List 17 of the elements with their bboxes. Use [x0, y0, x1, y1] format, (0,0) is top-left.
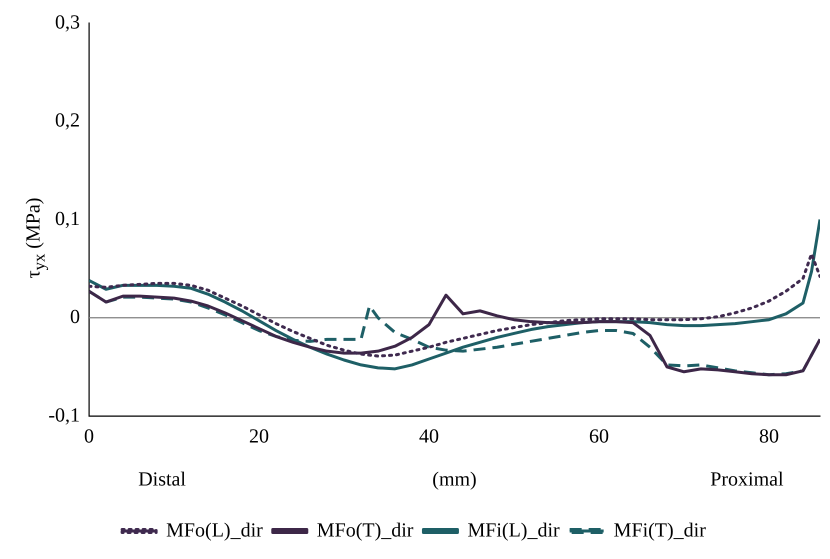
x-tick-label: 60	[589, 425, 609, 448]
text: Proximal	[710, 468, 784, 490]
x-tick-label: 20	[249, 425, 269, 448]
y-tick-label: 0	[70, 306, 80, 328]
legend-label: MFo(T)_dir	[316, 519, 414, 542]
x-axis-title: (mm)	[432, 468, 477, 490]
y-tick-label: 0,1	[55, 208, 80, 230]
y-tick-label: 0,3	[55, 11, 80, 34]
x-tick-label: 0	[84, 425, 94, 448]
y-tick-label: -0,1	[48, 404, 80, 426]
legend-label: MFo(L)_dir	[166, 519, 264, 542]
x-tick-label: 80	[759, 425, 779, 448]
text: Distal	[138, 468, 186, 490]
legend-label: MFi(T)_dir	[614, 519, 706, 542]
legend-label: MFi(L)_dir	[467, 519, 560, 542]
x-tick-label: 40	[419, 425, 439, 448]
y-tick-label: 0,2	[55, 110, 80, 132]
